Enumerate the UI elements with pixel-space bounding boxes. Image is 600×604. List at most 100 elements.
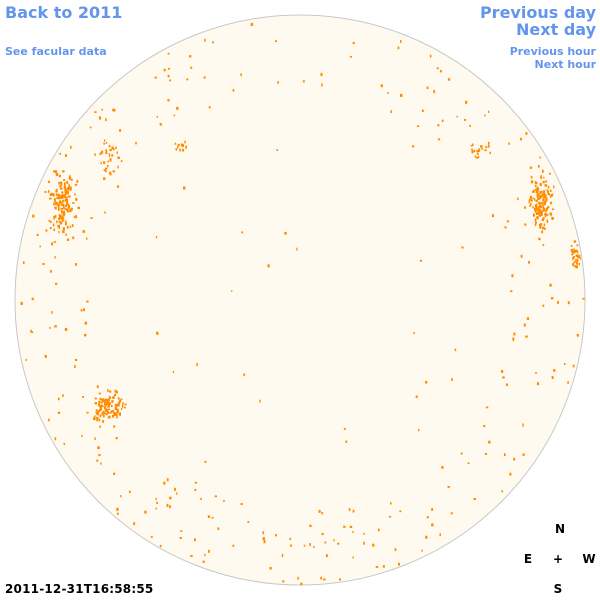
previous-day-link[interactable]: Previous day	[479, 3, 596, 22]
plage-dot	[488, 141, 490, 145]
plage-dot	[421, 109, 424, 113]
plage-dot	[573, 248, 575, 251]
plage-dot	[543, 190, 546, 194]
plage-dot	[269, 567, 272, 570]
plage-dot	[116, 512, 119, 515]
plage-dot	[117, 410, 119, 414]
plage-dot	[50, 220, 52, 224]
plage-dot	[52, 193, 55, 197]
plage-dot	[63, 179, 66, 181]
plage-dot	[65, 222, 67, 226]
plage-dot	[321, 83, 323, 87]
plage-dot	[58, 181, 60, 185]
plage-dot	[98, 418, 101, 422]
plage-dot	[107, 412, 111, 414]
plage-dot	[214, 495, 217, 498]
plage-dot	[49, 193, 53, 196]
plage-dot	[62, 207, 66, 209]
plage-dot	[82, 396, 84, 398]
plage-dot	[36, 233, 39, 236]
previous-hour-link[interactable]: Previous hour	[509, 45, 596, 58]
back-to-year-link[interactable]: Back to 2011	[5, 3, 123, 22]
plage-dot	[318, 509, 321, 513]
plage-dot	[94, 437, 96, 440]
plage-dot	[547, 193, 550, 196]
plage-dot	[105, 403, 107, 407]
plage-dot	[117, 402, 120, 405]
plage-dot	[447, 78, 451, 81]
plage-dot	[98, 392, 101, 395]
plage-dot	[123, 406, 126, 409]
plage-dot	[535, 210, 537, 213]
plage-dot	[418, 428, 420, 432]
plage-dot	[106, 400, 109, 404]
plage-dot	[575, 249, 578, 253]
next-day-link[interactable]: Next day	[516, 20, 596, 39]
plage-dot	[240, 503, 243, 505]
plage-dot	[504, 226, 507, 229]
plage-dot	[61, 183, 63, 186]
plage-dot	[109, 390, 111, 393]
plage-dot	[313, 545, 315, 548]
plage-dot	[194, 538, 196, 542]
plage-dot	[44, 191, 47, 193]
plage-dot	[343, 427, 346, 430]
plage-dot	[535, 203, 538, 207]
plage-dot	[124, 403, 127, 406]
plage-dot	[168, 67, 170, 70]
plage-dot	[67, 187, 69, 191]
plage-dot	[107, 389, 109, 392]
plage-dot	[113, 425, 116, 428]
plage-dot	[182, 148, 185, 151]
plage-dots	[20, 22, 585, 586]
next-hour-link[interactable]: Next hour	[534, 58, 597, 71]
plage-dot	[513, 332, 516, 336]
plage-dot	[189, 55, 192, 58]
plage-dot	[540, 202, 543, 205]
plage-dot	[540, 175, 542, 178]
plage-dot	[61, 195, 64, 198]
plage-dot	[58, 204, 61, 207]
plage-dot	[529, 195, 533, 199]
plage-dot	[204, 38, 206, 42]
plage-dot	[541, 230, 544, 234]
plage-dot	[372, 543, 375, 547]
plage-dot	[99, 414, 102, 418]
plage-dot	[102, 414, 105, 417]
plage-dot	[416, 125, 420, 127]
plage-dot	[173, 114, 176, 117]
plage-dot	[488, 110, 490, 113]
plage-dot	[105, 118, 107, 122]
plage-dot	[550, 201, 553, 204]
plage-dot	[25, 358, 27, 361]
plage-dot	[282, 580, 285, 583]
plage-dot	[117, 404, 120, 407]
plage-dot	[68, 206, 70, 210]
plage-dot	[217, 527, 220, 530]
plage-dot	[542, 244, 545, 246]
plage-dot	[179, 148, 181, 152]
plage-dot	[55, 188, 58, 191]
plage-dot	[53, 215, 56, 218]
plage-dot	[51, 311, 53, 314]
plage-dot	[333, 539, 335, 542]
plage-dot	[352, 531, 354, 533]
plage-dot	[89, 126, 92, 129]
plage-dot	[275, 40, 277, 42]
plage-dot	[51, 242, 54, 246]
plage-dot	[262, 531, 264, 535]
plage-dot	[109, 149, 112, 152]
see-facular-data-link[interactable]: See facular data	[5, 45, 107, 58]
plage-dot	[477, 155, 480, 159]
plage-dot	[169, 496, 172, 500]
plage-dot	[536, 186, 538, 190]
plage-dot	[324, 541, 327, 544]
plage-dot	[62, 394, 64, 397]
plage-dot	[547, 206, 550, 209]
plage-dot	[101, 412, 103, 416]
plage-dot	[487, 144, 490, 148]
plage-dot	[30, 329, 32, 333]
plage-dot	[485, 406, 489, 409]
plage-dot	[520, 137, 523, 141]
plage-dot	[74, 193, 76, 196]
